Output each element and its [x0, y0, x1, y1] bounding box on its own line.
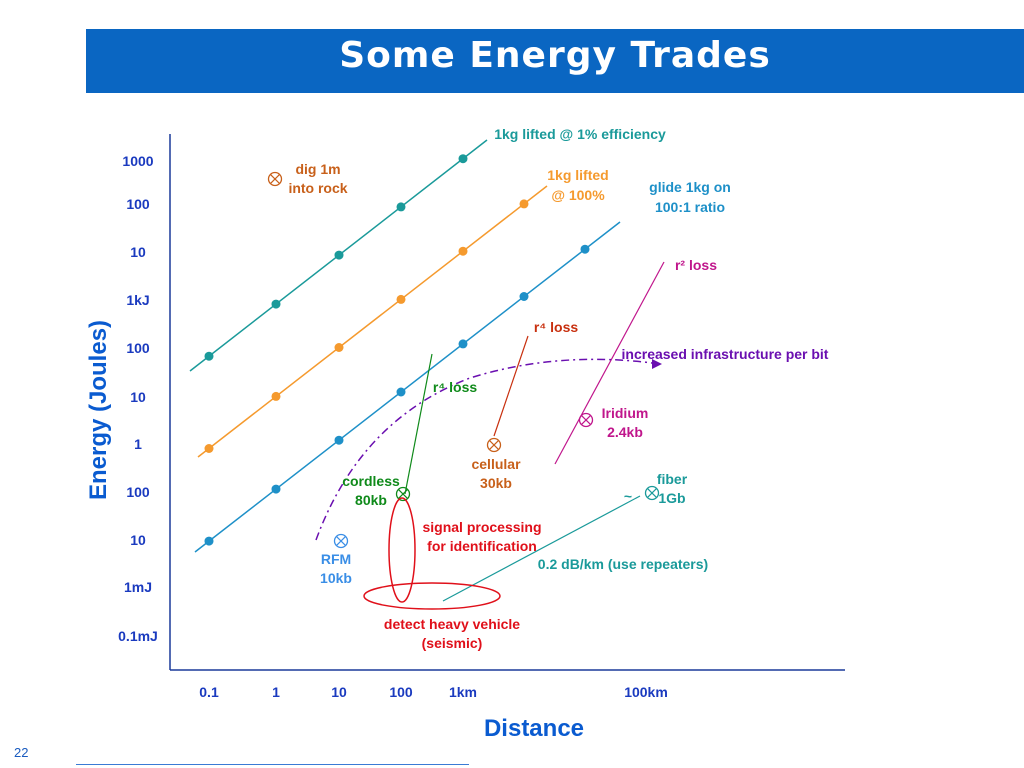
x-tick-label: 10	[331, 684, 347, 700]
series-line	[194, 221, 621, 553]
annotation-cellular: cellular 30kb	[471, 456, 521, 491]
cellular-marker	[486, 437, 502, 453]
x-tick-label: 100	[389, 684, 413, 700]
annotation-signal: signal processing for identification	[422, 519, 541, 554]
y-tick-label: 1kJ	[126, 292, 149, 308]
rfm-marker-cross	[335, 535, 347, 547]
r4-loss-cordless-line	[404, 353, 433, 495]
signal-processing-ellipse	[388, 497, 416, 603]
series-label-glide: glide 1kg on 100:1 ratio	[649, 179, 731, 215]
data-point	[396, 202, 406, 212]
y-axis-title: Energy (Joules)	[85, 320, 112, 500]
annotation-dig: dig 1m into rock	[288, 161, 347, 196]
data-point	[519, 199, 529, 209]
infrastructure-arrowhead	[652, 359, 662, 369]
iridium-marker	[578, 412, 594, 428]
y-tick-label: 0.1mJ	[118, 628, 158, 644]
fiber-line	[442, 495, 641, 602]
y-tick-label: 1mJ	[124, 579, 152, 595]
r4-loss-cellular-line	[493, 335, 529, 437]
annotation-rfm: RFM 10kb	[320, 551, 352, 586]
data-point	[271, 391, 281, 401]
slide-title: Some Energy Trades	[339, 35, 771, 76]
annotation-tilde: ~	[624, 488, 632, 504]
data-point	[271, 484, 281, 494]
data-point	[334, 343, 344, 352]
fiber-marker	[644, 485, 660, 501]
title-bar: Some Energy Trades	[86, 29, 1024, 93]
data-point	[396, 387, 406, 397]
data-point	[458, 246, 468, 256]
x-tick-label: 1	[272, 684, 280, 700]
data-point	[204, 536, 214, 546]
x-tick-label: 100km	[624, 684, 668, 700]
y-tick-label: 100	[126, 196, 150, 212]
y-tick-label: 10	[130, 532, 146, 548]
x-tick-label: 0.1	[199, 684, 219, 700]
data-point	[458, 154, 468, 164]
y-tick-label: 1	[134, 436, 142, 452]
y-tick-label: 10	[130, 244, 146, 260]
iridium-marker-cross	[580, 414, 592, 426]
data-point	[580, 244, 590, 254]
series-label-1pct: 1kg lifted @ 1% efficiency	[494, 126, 666, 142]
footer-divider	[76, 764, 469, 765]
data-point	[396, 294, 406, 304]
seismic-ellipse	[363, 582, 501, 610]
series-line	[197, 185, 548, 458]
x-axis-title: Distance	[484, 715, 584, 742]
annotation-r4-cordless: r⁴ loss	[433, 379, 477, 395]
series-label-100pct: 1kg lifted @ 100%	[547, 167, 608, 203]
y-tick-label: 10	[130, 389, 146, 405]
data-point	[271, 299, 281, 309]
data-point	[519, 292, 529, 301]
y-tick-label: 100	[126, 484, 150, 500]
page-number: 22	[14, 745, 29, 760]
cordless-marker	[395, 486, 411, 502]
data-point	[458, 339, 468, 349]
fiber-marker-cross	[646, 487, 658, 499]
annotation-r2: r² loss	[675, 257, 717, 273]
rfm-marker	[333, 533, 349, 549]
dig-marker-cross	[269, 173, 281, 185]
data-point	[334, 435, 344, 445]
annotation-infra: increased infrastructure per bit	[622, 346, 829, 362]
y-tick-label: 1000	[122, 153, 153, 169]
cordless-marker-cross	[397, 488, 409, 500]
annotation-r4-cell: r⁴ loss	[534, 319, 578, 335]
cellular-marker-cross	[488, 439, 500, 451]
annotation-fiber: fiber 1Gb	[657, 471, 688, 506]
y-tick-label: 100	[126, 340, 150, 356]
data-point	[204, 351, 214, 361]
annotation-fiber-db: 0.2 dB/km (use repeaters)	[538, 556, 708, 572]
annotation-seismic: detect heavy vehicle (seismic)	[384, 616, 520, 651]
data-point	[334, 250, 344, 260]
dig-marker	[267, 171, 283, 187]
annotation-cordless: cordless 80kb	[342, 473, 400, 508]
r2-loss-line	[554, 261, 665, 465]
x-tick-label: 1km	[449, 684, 477, 700]
data-point	[204, 444, 214, 453]
annotation-iridium: Iridium 2.4kb	[602, 405, 649, 440]
